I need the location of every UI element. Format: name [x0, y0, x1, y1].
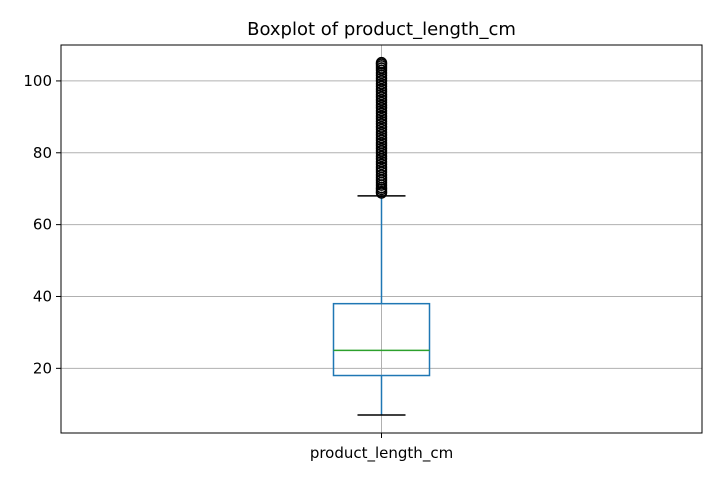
y-axis-ticks: 20 40 60 80 100	[23, 72, 61, 377]
outlier-point-15	[375, 150, 388, 163]
outlier-point-24	[375, 126, 388, 139]
y-tick-label-80: 80	[33, 144, 52, 162]
outlier-point-8	[375, 169, 388, 181]
outlier-point-36	[375, 94, 388, 106]
outlier-point-32	[375, 105, 388, 117]
outlier-point-34	[375, 99, 388, 112]
outlier-point-28	[375, 115, 388, 128]
outlier-point-13	[375, 156, 388, 168]
outlier-point-51	[375, 56, 388, 69]
y-tick-label-60: 60	[33, 216, 52, 234]
outlier-point-30	[375, 110, 388, 122]
chart-title: Boxplot of product_length_cm	[247, 19, 516, 40]
outlier-point-22	[375, 131, 388, 144]
x-tick-label: product_length_cm	[310, 444, 453, 463]
y-tick-label-100: 100	[23, 72, 52, 90]
outlier-point-40	[375, 83, 388, 95]
y-tick-label-40: 40	[33, 287, 52, 305]
outlier-point-42	[375, 78, 388, 90]
x-axis-ticks: product_length_cm	[310, 433, 453, 463]
outlier-point-18	[375, 142, 388, 155]
outlier-point-38	[375, 88, 388, 101]
outlier-point-26	[375, 121, 388, 133]
box-plot	[332, 195, 431, 416]
y-tick-label-20: 20	[33, 359, 52, 377]
outlier-point-20	[375, 137, 388, 149]
outlier-points	[375, 56, 388, 199]
iqr-box	[332, 302, 431, 377]
outlier-point-11	[375, 161, 388, 173]
